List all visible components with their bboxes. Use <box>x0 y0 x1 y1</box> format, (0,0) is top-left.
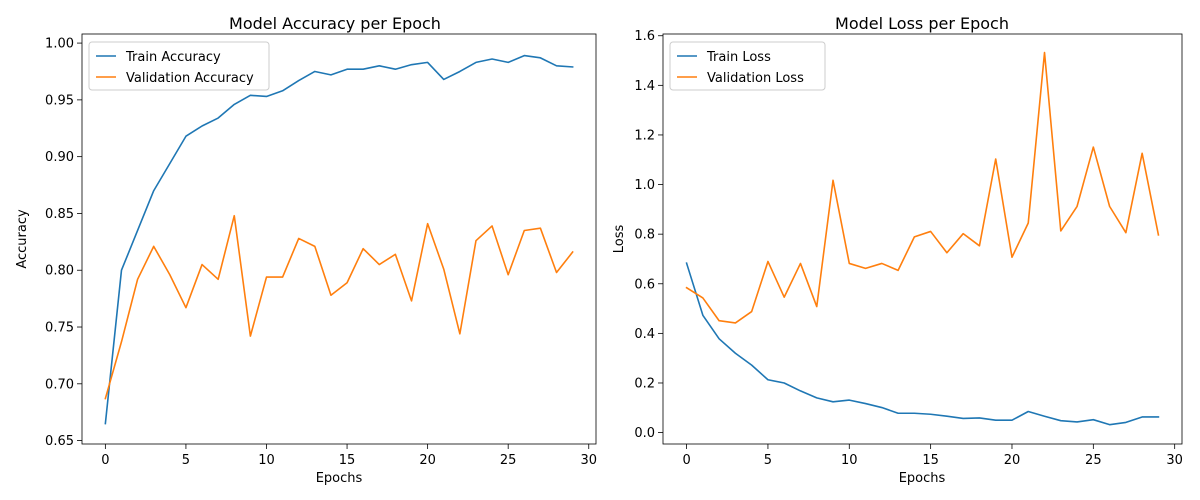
loss-x-tick-label: 0 <box>682 453 690 468</box>
loss-y-tick-label: 1.2 <box>634 128 655 143</box>
loss-y-axis-label: Loss <box>612 225 627 254</box>
accuracy-chart-title: Model Accuracy per Epoch <box>229 14 441 33</box>
loss-legend-label-train: Train Loss <box>706 50 771 65</box>
loss-legend-label-validation: Validation Loss <box>707 71 804 86</box>
accuracy-y-tick-label: 0.95 <box>45 93 74 108</box>
loss-y-tick-label: 0.4 <box>634 327 655 342</box>
loss-x-tick-label: 25 <box>1085 453 1102 468</box>
accuracy-x-tick-label: 0 <box>101 453 109 468</box>
loss-chart-title: Model Loss per Epoch <box>835 14 1009 33</box>
loss-y-ticks: 0.0 0.2 0.4 0.6 0.8 1.0 1.2 1.4 1.6 <box>634 29 663 441</box>
accuracy-series-lines <box>104 54 574 425</box>
loss-y-tick-label: 1.6 <box>634 29 655 44</box>
accuracy-x-axis-label: Epochs <box>316 471 363 486</box>
accuracy-y-tick-label: 1.00 <box>45 37 74 52</box>
loss-x-tick-label: 5 <box>764 453 772 468</box>
loss-legend-box <box>669 41 826 91</box>
accuracy-x-tick-label: 25 <box>500 453 517 468</box>
accuracy-y-axis-label: Accuracy <box>15 209 30 269</box>
loss-y-tick-label: 0.8 <box>634 228 655 243</box>
loss-x-tick-label: 20 <box>1004 453 1021 468</box>
loss-y-tick-label: 0.2 <box>634 376 655 391</box>
loss-x-tick-label: 10 <box>841 453 858 468</box>
accuracy-axes-frame <box>81 33 597 445</box>
loss-x-axis-label: Epochs <box>899 471 946 486</box>
loss-series-line-train <box>685 262 1160 426</box>
accuracy-x-tick-label: 15 <box>339 453 356 468</box>
accuracy-x-tick-label: 10 <box>258 453 275 468</box>
accuracy-legend-label-validation: Validation Accuracy <box>126 71 254 86</box>
accuracy-series-line-validation <box>104 214 574 400</box>
accuracy-y-tick-label: 0.70 <box>45 377 74 392</box>
loss-y-tick-label: 1.4 <box>634 79 655 94</box>
accuracy-legend-label-train: Train Accuracy <box>125 50 221 65</box>
accuracy-legend: Train Accuracy Validation Accuracy <box>88 41 270 91</box>
loss-x-ticks: 0 5 10 15 20 25 30 <box>682 444 1183 468</box>
accuracy-chart: Model Accuracy per Epoch 0 5 10 15 20 25 30 0.… <box>15 14 597 486</box>
accuracy-series-line-train <box>104 54 574 425</box>
loss-series-lines <box>685 51 1160 426</box>
loss-axes-frame <box>662 33 1183 445</box>
accuracy-y-tick-label: 0.85 <box>45 207 74 222</box>
loss-y-tick-label: 0.0 <box>634 426 655 441</box>
accuracy-y-tick-label: 0.80 <box>45 264 74 279</box>
accuracy-y-tick-label: 0.65 <box>45 434 74 449</box>
loss-x-tick-label: 15 <box>922 453 939 468</box>
accuracy-y-ticks: 0.65 0.70 0.75 0.80 0.85 0.90 0.95 1.00 <box>45 37 82 449</box>
accuracy-y-tick-label: 0.75 <box>45 321 74 336</box>
accuracy-x-tick-label: 5 <box>182 453 190 468</box>
loss-y-tick-label: 0.6 <box>634 277 655 292</box>
accuracy-x-tick-label: 20 <box>419 453 436 468</box>
accuracy-x-ticks: 0 5 10 15 20 25 30 <box>101 444 597 468</box>
loss-y-tick-label: 1.0 <box>634 178 655 193</box>
loss-chart: Model Loss per Epoch 0 5 10 15 20 25 30 0.0 0.2… <box>612 14 1183 486</box>
accuracy-y-tick-label: 0.90 <box>45 150 74 165</box>
accuracy-x-tick-label: 30 <box>580 453 597 468</box>
loss-series-line-validation <box>685 51 1160 324</box>
loss-legend: Train Loss Validation Loss <box>669 41 826 91</box>
accuracy-legend-box <box>88 41 270 91</box>
loss-x-tick-label: 30 <box>1166 453 1183 468</box>
